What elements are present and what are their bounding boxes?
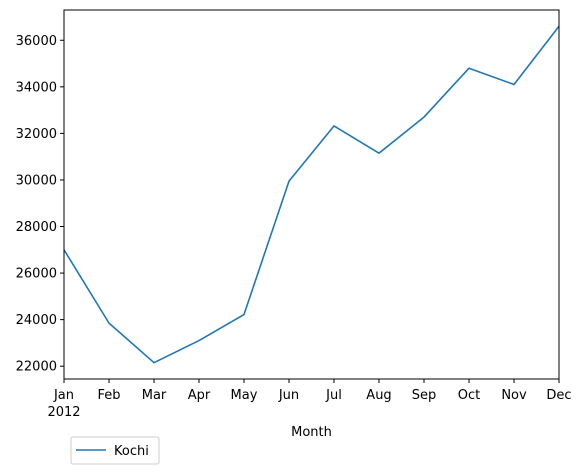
- data-point: [243, 314, 245, 316]
- x-tick-label: Oct: [458, 388, 480, 403]
- data-point: [513, 84, 515, 86]
- legend: Kochi: [70, 436, 160, 465]
- y-tick-label: 22000: [16, 360, 57, 375]
- x-tick-label: May: [231, 388, 258, 403]
- x-tick-label: Jan: [53, 388, 74, 403]
- y-tick-label: 28000: [16, 220, 57, 235]
- y-tick-label: 26000: [16, 267, 57, 282]
- legend-label-kochi: Kochi: [114, 444, 149, 459]
- x-tick-label: Jul: [325, 388, 342, 403]
- series-layer: [63, 25, 560, 364]
- x-tick-label: Dec: [546, 388, 571, 403]
- y-tick-label: 34000: [16, 80, 57, 95]
- x-tick-label: Nov: [501, 388, 527, 403]
- y-axis: 22000 24000 26000 28000 30000 32000 34000 36000: [16, 34, 64, 375]
- y-tick-label: 30000: [16, 173, 57, 188]
- x-axis-year-label: 2012: [47, 405, 80, 420]
- x-tick-label: Jun: [278, 388, 299, 403]
- data-point: [288, 180, 290, 182]
- x-tick-label: Aug: [366, 388, 391, 403]
- data-point: [468, 67, 470, 69]
- y-tick-label: 24000: [16, 313, 57, 328]
- data-point: [423, 116, 425, 118]
- data-point: [198, 340, 200, 342]
- data-point: [153, 362, 155, 364]
- legend-box: [70, 436, 160, 465]
- x-axis-title: Month: [291, 425, 332, 440]
- x-tick-label: Sep: [412, 388, 437, 403]
- plot-frame: [63, 9, 560, 380]
- x-tick-label: Mar: [142, 388, 167, 403]
- data-point: [108, 322, 110, 324]
- x-axis: Jan Feb Mar Apr May Jun Jul Aug Sep Oct Nov Dec: [53, 379, 572, 403]
- y-tick-label: 36000: [16, 34, 57, 49]
- data-point: [333, 125, 335, 127]
- x-tick-label: Feb: [97, 388, 120, 403]
- data-point: [378, 152, 380, 154]
- series-line: [63, 25, 560, 364]
- y-tick-label: 32000: [16, 127, 57, 142]
- x-tick-label: Apr: [188, 388, 211, 403]
